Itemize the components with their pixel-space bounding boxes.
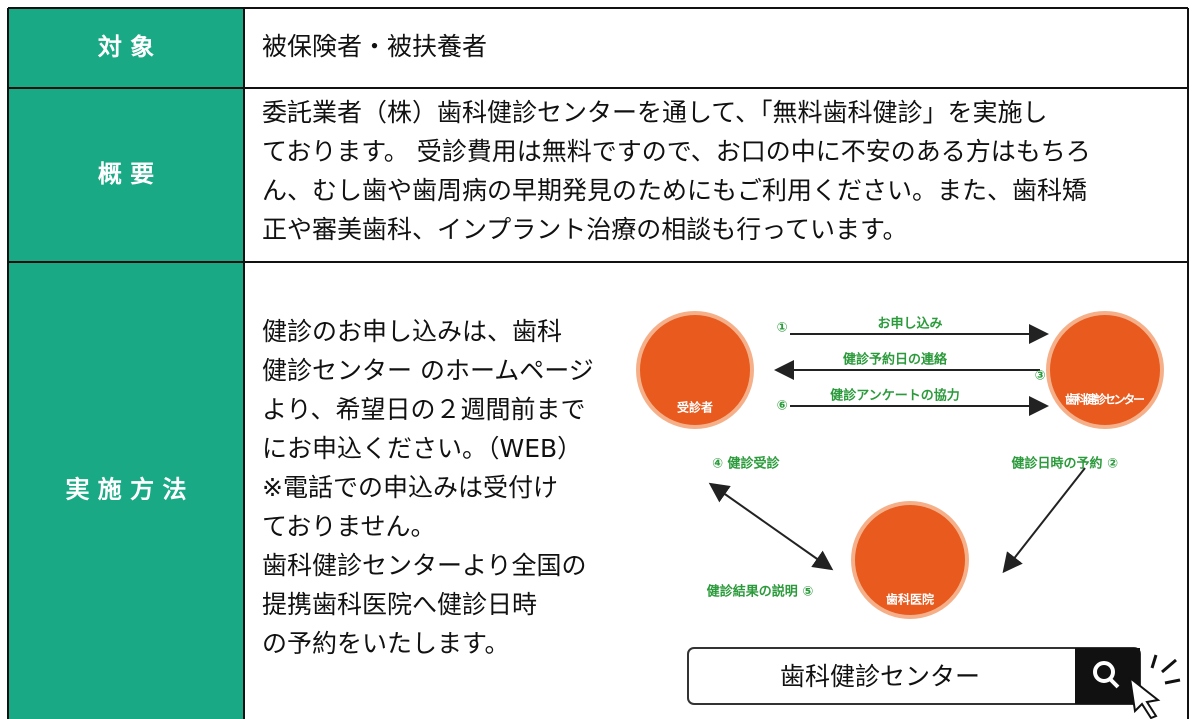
row-text: 被保険者・被扶養者 <box>262 32 487 61</box>
step-label: ① <box>776 321 787 336</box>
row-text: にお申込ください。（WEB） <box>262 434 582 463</box>
step-label: ④ 健診受診 <box>712 456 781 472</box>
row-text: 委託業者（株）歯科健診センターを通して、「無料歯科健診」を実施し <box>262 98 1048 127</box>
node-label: 歯科健診センター <box>1065 392 1145 407</box>
step-label: お申し込み <box>877 316 942 332</box>
row-text: ておりません。 <box>262 512 436 541</box>
node-label: 受診者 <box>677 400 713 415</box>
row-text: より、希望日の２週間前まで <box>262 395 586 424</box>
row-text: 健診のお申し込みは、歯科 <box>262 317 562 346</box>
step-label: 健診日時の予約 ② <box>1011 456 1118 472</box>
step-label: 健診アンケートの協力 <box>830 388 959 404</box>
step-label: ③ <box>1034 369 1045 384</box>
row-text: ※電話での申込みは受付け <box>262 473 558 502</box>
row-text: 正や審美歯科、インプラント治療の相談も行っています。 <box>262 215 908 244</box>
row-text: 健診センター のホームページ <box>262 356 594 385</box>
step-label: 健診予約日の連絡 <box>843 352 948 368</box>
diagram <box>636 311 1181 719</box>
row-text: 歯科健診センターより全国の <box>262 551 587 580</box>
table-borders <box>7 7 1189 719</box>
row-text: の予約をいたします。 <box>262 629 510 658</box>
row-text: ん、むし歯や歯周病の早期発見のためにもご利用ください。また、歯科矯 <box>262 176 1087 205</box>
step-label: 健診結果の説明 ⑤ <box>707 584 814 600</box>
row-label: 実 施 方 法 <box>65 476 186 504</box>
row-text: 提携歯科医院へ健診日時 <box>262 590 537 619</box>
row-label: 対 象 <box>98 33 154 61</box>
row-label: 概 要 <box>98 160 154 188</box>
row-text: ております。 受診費用は無料ですので、お口の中に不安のある方はもちろ <box>262 137 1091 166</box>
node-label: 歯科医院 <box>886 592 934 607</box>
label-column <box>8 8 244 719</box>
step-label: ⑥ <box>776 399 787 414</box>
search-text[interactable]: 歯科健診センター <box>780 662 980 691</box>
